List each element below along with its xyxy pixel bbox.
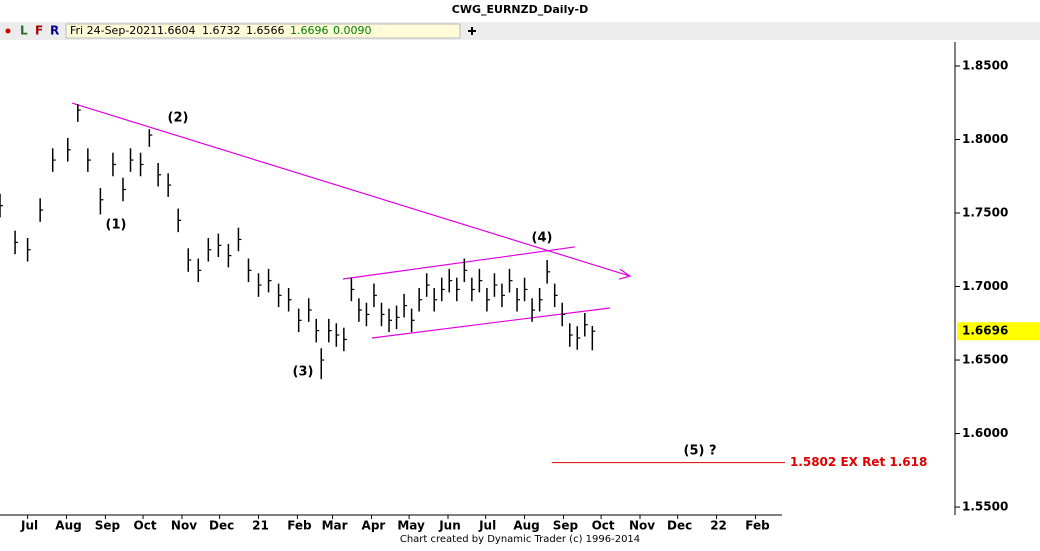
info-field: 1.6696 xyxy=(290,24,329,37)
x-tick-label: Feb xyxy=(287,519,312,533)
x-tick-label: Aug xyxy=(55,519,81,533)
y-tick-label: 1.6500 xyxy=(962,353,1008,367)
x-tick-label: Dec xyxy=(209,519,234,533)
toolbar-button[interactable]: F xyxy=(35,24,43,38)
x-tick-label: Nov xyxy=(629,519,655,533)
x-tick-label: Nov xyxy=(171,519,197,533)
info-field: 0.0090 xyxy=(333,24,372,37)
x-tick-label: Oct xyxy=(592,519,615,533)
y-tick-label: 1.8500 xyxy=(962,58,1008,72)
y-tick-label: 1.7500 xyxy=(962,205,1008,219)
last-price-box xyxy=(957,322,1039,341)
x-tick-label: Sep xyxy=(553,519,579,533)
chart-title: CWG_EURNZD_Daily-D xyxy=(452,3,588,16)
x-tick-label: Apr xyxy=(362,519,386,533)
last-price-label: 1.6696 xyxy=(962,324,1008,338)
x-tick-label: Jun xyxy=(438,519,461,533)
y-tick-label: 1.5500 xyxy=(962,500,1008,514)
wave-label: (5) ? xyxy=(684,444,717,459)
trendline xyxy=(342,246,575,280)
x-tick-label: Jul xyxy=(20,519,38,533)
x-tick-label: 22 xyxy=(710,519,727,533)
toolbar-button[interactable]: R xyxy=(50,24,59,38)
target-label: 1.5802 EX Ret 1.618 xyxy=(790,455,927,469)
trendline xyxy=(71,102,631,277)
wave-label: (1) xyxy=(106,218,127,233)
info-box xyxy=(65,23,461,39)
y-tick-label: 1.6000 xyxy=(962,426,1008,440)
x-tick-label: May xyxy=(397,519,425,533)
x-tick-label: Sep xyxy=(95,519,121,533)
trendline xyxy=(371,307,610,339)
wave-label: (4) xyxy=(532,231,553,246)
x-tick-label: Dec xyxy=(667,519,692,533)
wave-label: (2) xyxy=(168,111,189,126)
wave-label: (3) xyxy=(293,365,314,380)
info-field: Fri 24-Sep-2021 xyxy=(70,24,157,37)
add-button[interactable] xyxy=(468,27,476,35)
y-tick-label: 1.8000 xyxy=(962,132,1008,146)
trendline-arrow xyxy=(618,268,632,280)
info-field: 1.6604 xyxy=(157,24,196,37)
x-tick-label: 21 xyxy=(252,519,269,533)
x-tick-label: Feb xyxy=(745,519,770,533)
y-tick-label: 1.7000 xyxy=(962,279,1008,293)
record-dot[interactable] xyxy=(5,28,11,34)
x-tick-label: Aug xyxy=(513,519,539,533)
x-tick-label: Jul xyxy=(478,519,496,533)
x-tick-label: Mar xyxy=(322,519,348,533)
toolbar-button[interactable]: L xyxy=(20,24,28,38)
info-field: 1.6732 xyxy=(202,24,241,37)
info-field: 1.6566 xyxy=(246,24,285,37)
x-tick-label: Oct xyxy=(134,519,157,533)
footer: Chart created by Dynamic Trader (c) 1996… xyxy=(400,534,640,545)
